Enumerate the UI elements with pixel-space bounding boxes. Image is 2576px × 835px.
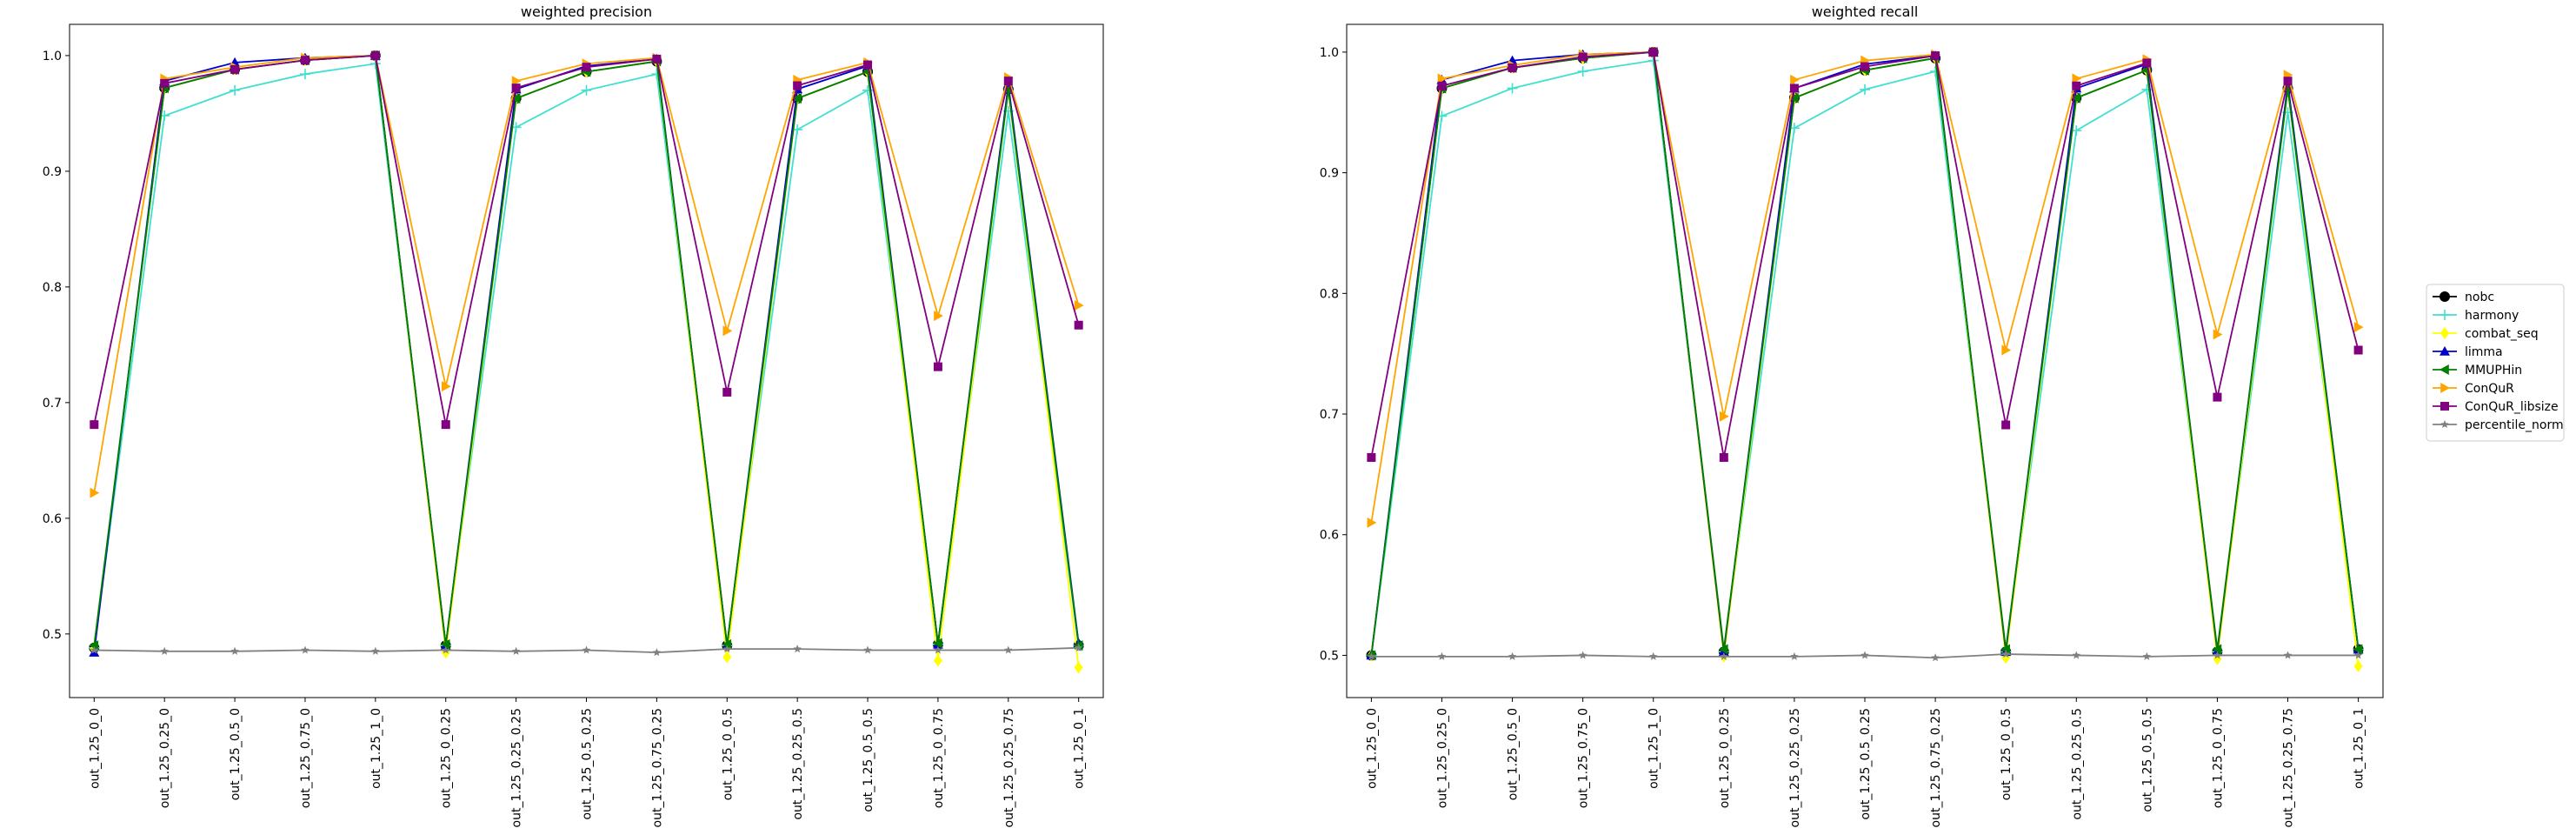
x-tick-label: out_1.25_0.25_0.5 xyxy=(791,708,805,820)
y-tick-label: 0.7 xyxy=(1320,408,1339,422)
legend-label: percentile_norm xyxy=(2465,418,2564,432)
data-point-ConQuR_libsize xyxy=(2001,421,2010,430)
x-tick-label: out_1.25_0.5_0.25 xyxy=(581,708,595,820)
data-point-ConQuR_libsize xyxy=(1860,63,1869,71)
y-tick-label: 0.8 xyxy=(43,281,62,295)
x-tick-label: out_1.25_0.25_0.75 xyxy=(1002,708,1016,827)
legend-label: limma xyxy=(2465,345,2503,359)
x-tick-label: out_1.25_0.75_0.25 xyxy=(1929,708,1943,827)
y-tick-label: 0.9 xyxy=(43,165,62,179)
x-tick-label: out_1.25_0_0.25 xyxy=(440,708,454,808)
x-tick-label: out_1.25_0.25_0.25 xyxy=(1788,708,1802,827)
y-tick-label: 0.6 xyxy=(1320,529,1339,543)
x-tick-label: out_1.25_0.25_0.25 xyxy=(510,708,524,827)
x-tick-label: out_1.25_0_0.5 xyxy=(2000,708,2014,800)
y-tick-label: 0.5 xyxy=(1320,649,1339,663)
legend-marker xyxy=(2440,402,2449,411)
x-tick-label: out_1.25_1_0 xyxy=(1647,708,1661,789)
data-point-ConQuR_libsize xyxy=(301,56,310,64)
data-point-ConQuR_libsize xyxy=(512,84,521,92)
data-point-ConQuR_libsize xyxy=(230,65,239,74)
x-tick-label: out_1.25_0_1 xyxy=(1073,708,1087,789)
data-point-ConQuR_libsize xyxy=(652,55,661,63)
x-tick-label: out_1.25_0.5_0 xyxy=(229,708,243,800)
x-tick-label: out_1.25_0.5_0 xyxy=(1507,708,1521,800)
data-point-ConQuR_libsize xyxy=(160,79,169,88)
x-tick-label: out_1.25_0.5_0.5 xyxy=(862,708,875,812)
y-tick-label: 0.7 xyxy=(43,397,62,411)
data-point-ConQuR_libsize xyxy=(2142,58,2151,67)
x-tick-label: out_1.25_0_0.5 xyxy=(721,708,735,800)
data-point-ConQuR_libsize xyxy=(1579,52,1588,61)
y-tick-label: 1.0 xyxy=(1320,46,1339,60)
legend-label: combat_seq xyxy=(2465,327,2539,341)
data-point-ConQuR_libsize xyxy=(2213,393,2221,402)
data-point-ConQuR_libsize xyxy=(1790,84,1799,93)
x-tick-label: out_1.25_0_1 xyxy=(2353,708,2366,789)
x-tick-label: out_1.25_0.25_0.75 xyxy=(2282,708,2296,827)
data-point-ConQuR_libsize xyxy=(1649,48,1658,57)
chart-panel-1: weighted precision 0.5 0.6 0.7 0.8 0.9 1.0 out_… xyxy=(43,3,1103,827)
x-tick-label: out_1.25_0.75_0 xyxy=(299,708,313,808)
x-tick-label: out_1.25_0.5_0.25 xyxy=(1859,708,1873,820)
chart-panel-2: weighted recall 0.5 0.6 0.7 0.8 0.9 1.0 out_1.2… xyxy=(1320,3,2383,827)
plot-frame xyxy=(1347,24,2383,698)
data-point-ConQuR_libsize xyxy=(90,420,98,429)
data-point-ConQuR_libsize xyxy=(1720,453,1728,462)
chart-title: weighted precision xyxy=(521,3,652,20)
data-point-ConQuR_libsize xyxy=(582,63,591,71)
data-point-ConQuR_libsize xyxy=(722,388,731,397)
data-point-ConQuR_libsize xyxy=(1367,453,1375,462)
x-tick-label: out_1.25_1_0 xyxy=(369,708,383,789)
y-tick-label: 0.5 xyxy=(43,628,62,642)
chart-title: weighted recall xyxy=(1812,3,1919,20)
data-point-ConQuR_libsize xyxy=(371,51,380,60)
legend-label: nobc xyxy=(2465,291,2494,304)
data-point-ConQuR_libsize xyxy=(934,363,942,371)
legend-box xyxy=(2426,284,2564,441)
data-point-ConQuR_libsize xyxy=(1004,77,1013,85)
x-tick-label: out_1.25_0_0.25 xyxy=(1718,708,1732,808)
data-point-ConQuR_libsize xyxy=(1437,82,1446,90)
x-tick-label: out_1.25_0.75_0.25 xyxy=(650,708,664,827)
legend-marker xyxy=(2440,292,2450,302)
legend-label: MMUPHin xyxy=(2465,364,2522,377)
legend-label: ConQuR xyxy=(2465,382,2514,396)
data-point-ConQuR_libsize xyxy=(2072,82,2080,90)
data-point-ConQuR_libsize xyxy=(1508,63,1517,72)
x-tick-label: out_1.25_0_0.75 xyxy=(2211,708,2225,808)
data-point-ConQuR_libsize xyxy=(2284,77,2293,85)
x-tick-label: out_1.25_0_0.75 xyxy=(932,708,946,808)
x-tick-label: out_1.25_0_0 xyxy=(88,708,102,789)
x-tick-label: out_1.25_0_0 xyxy=(1365,708,1379,789)
y-tick-label: 1.0 xyxy=(43,50,62,63)
x-tick-label: out_1.25_0.25_0 xyxy=(1435,708,1449,808)
data-point-ConQuR_libsize xyxy=(1931,51,1940,60)
x-tick-label: out_1.25_0.25_0.5 xyxy=(2070,708,2084,820)
y-tick-label: 0.9 xyxy=(1320,167,1339,181)
legend-label: ConQuR_libsize xyxy=(2465,400,2559,414)
x-tick-label: out_1.25_0.25_0 xyxy=(158,708,172,808)
x-tick-label: out_1.25_0.5_0.5 xyxy=(2140,708,2154,812)
x-tick-label: out_1.25_0.75_0 xyxy=(1577,708,1591,808)
data-point-ConQuR_libsize xyxy=(863,61,872,70)
data-point-ConQuR_libsize xyxy=(1075,321,1083,330)
data-point-ConQuR_libsize xyxy=(2354,346,2363,355)
y-tick-label: 0.8 xyxy=(1320,287,1339,301)
y-tick-label: 0.6 xyxy=(43,512,62,526)
legend-label: harmony xyxy=(2465,309,2519,323)
plot-frame xyxy=(70,24,1103,698)
data-point-ConQuR_libsize xyxy=(442,420,450,429)
data-point-ConQuR_libsize xyxy=(793,81,802,90)
